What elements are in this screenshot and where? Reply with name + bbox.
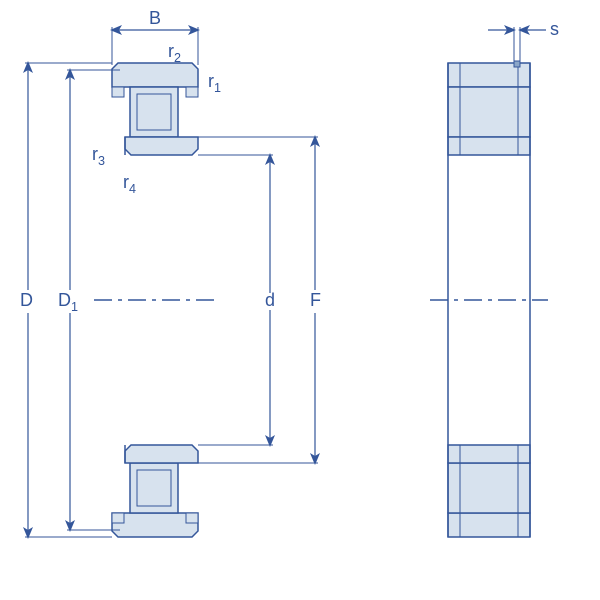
snap-groove [514,61,520,67]
outer-ring [112,513,198,537]
dim-label: s [550,19,559,39]
dim-label: D [20,290,33,310]
inner-ring [125,445,198,463]
dim-label: F [310,290,321,310]
dim-label: B [149,8,161,28]
outer-ring [112,63,198,87]
side-view-half [448,61,530,155]
inner-ring [125,137,198,155]
dim-label: d [265,290,275,310]
side-view-half [448,445,530,537]
